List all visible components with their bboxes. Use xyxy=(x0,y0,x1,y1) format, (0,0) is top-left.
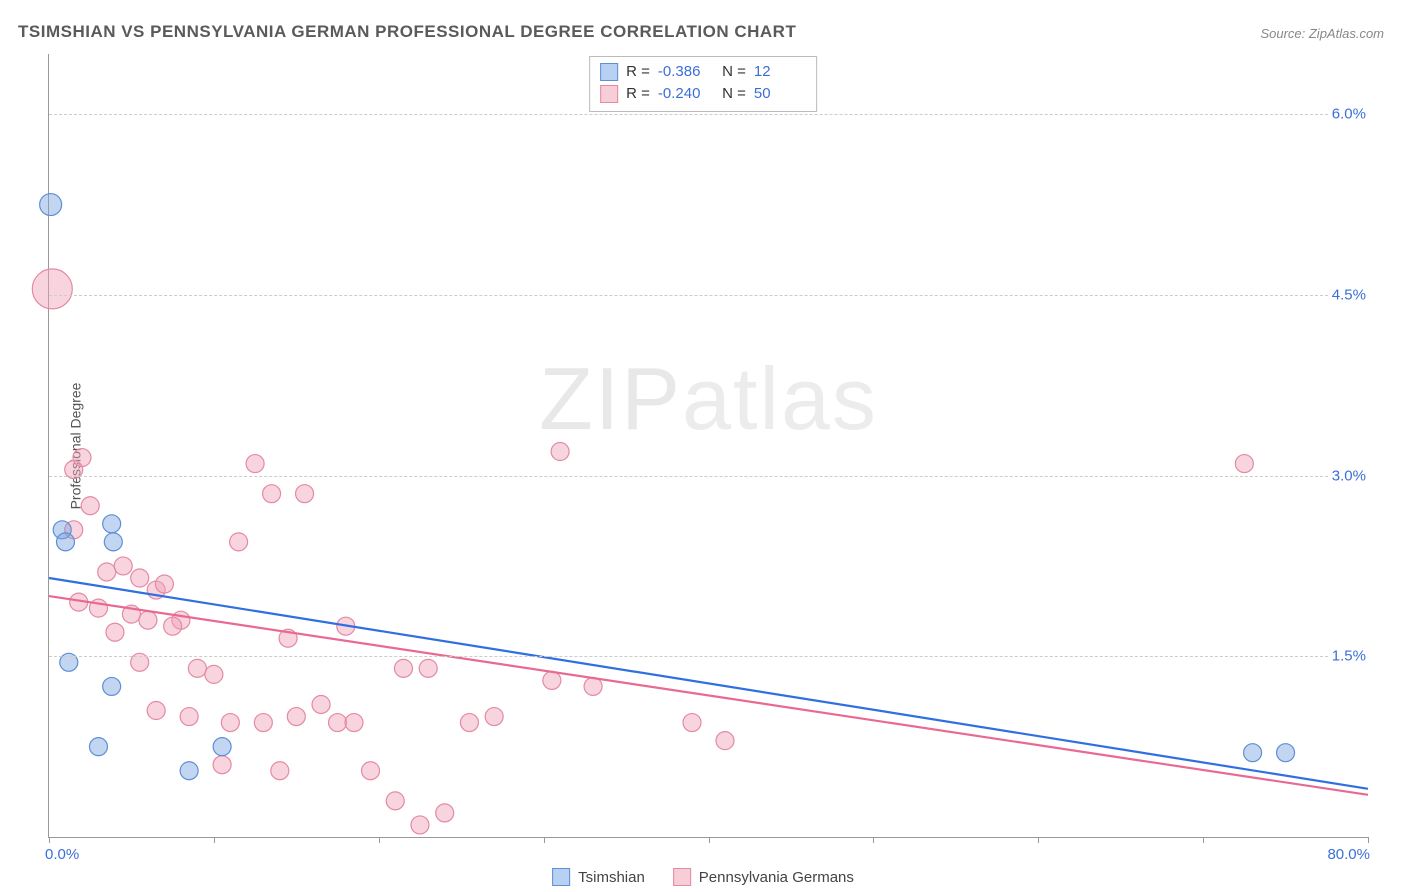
data-point xyxy=(460,714,478,732)
data-point xyxy=(40,194,62,216)
swatch-series-0 xyxy=(600,63,618,81)
stat-r-label-1: R = xyxy=(626,83,650,105)
x-tick xyxy=(1368,837,1369,843)
data-point xyxy=(89,738,107,756)
data-point xyxy=(81,497,99,515)
legend-label-1: Pennsylvania Germans xyxy=(699,869,854,886)
data-point xyxy=(411,816,429,834)
x-tick xyxy=(544,837,545,843)
data-point xyxy=(329,714,347,732)
data-point xyxy=(180,762,198,780)
bottom-legend: Tsimshian Pennsylvania Germans xyxy=(552,868,854,886)
plot-area: ZIPatlas 1.5%3.0%4.5%6.0%0.0%80.0% xyxy=(48,54,1368,838)
x-tick-label: 0.0% xyxy=(45,846,79,863)
data-point xyxy=(131,569,149,587)
data-point xyxy=(287,708,305,726)
data-point xyxy=(32,269,72,309)
data-point xyxy=(213,756,231,774)
data-point xyxy=(394,659,412,677)
x-tick xyxy=(49,837,50,843)
data-point xyxy=(56,533,74,551)
trend-line xyxy=(49,578,1368,789)
data-point xyxy=(419,659,437,677)
stats-row-0: R = -0.386 N = 12 xyxy=(600,61,806,83)
data-point xyxy=(114,557,132,575)
legend-swatch-1 xyxy=(673,868,691,886)
data-point xyxy=(180,708,198,726)
data-point xyxy=(436,804,454,822)
stat-r-value-1: -0.240 xyxy=(658,83,710,105)
data-point xyxy=(213,738,231,756)
stat-n-value-0: 12 xyxy=(754,61,806,83)
gridline-h xyxy=(49,656,1368,657)
data-point xyxy=(147,702,165,720)
legend-item-1: Pennsylvania Germans xyxy=(673,868,854,886)
stat-n-label-1: N = xyxy=(718,83,746,105)
y-tick-label: 4.5% xyxy=(1328,286,1370,303)
data-point xyxy=(221,714,239,732)
stat-r-value-0: -0.386 xyxy=(658,61,710,83)
data-point xyxy=(551,443,569,461)
data-point xyxy=(103,677,121,695)
chart-title: TSIMSHIAN VS PENNSYLVANIA GERMAN PROFESS… xyxy=(18,22,796,42)
data-point xyxy=(139,611,157,629)
y-tick-label: 1.5% xyxy=(1328,648,1370,665)
stats-legend-box: R = -0.386 N = 12 R = -0.240 N = 50 xyxy=(589,56,817,112)
data-point xyxy=(73,449,91,467)
x-tick xyxy=(873,837,874,843)
data-point xyxy=(263,485,281,503)
x-tick xyxy=(214,837,215,843)
data-point xyxy=(155,575,173,593)
data-point xyxy=(104,533,122,551)
swatch-series-1 xyxy=(600,85,618,103)
data-point xyxy=(106,623,124,641)
chart-svg xyxy=(49,54,1368,837)
legend-item-0: Tsimshian xyxy=(552,868,645,886)
data-point xyxy=(103,515,121,533)
data-point xyxy=(254,714,272,732)
trend-line xyxy=(49,596,1368,795)
data-point xyxy=(543,671,561,689)
data-point xyxy=(271,762,289,780)
data-point xyxy=(485,708,503,726)
data-point xyxy=(230,533,248,551)
stat-n-value-1: 50 xyxy=(754,83,806,105)
gridline-h xyxy=(49,295,1368,296)
data-point xyxy=(1244,744,1262,762)
data-point xyxy=(386,792,404,810)
x-tick xyxy=(709,837,710,843)
data-point xyxy=(246,455,264,473)
data-point xyxy=(188,659,206,677)
gridline-h xyxy=(49,476,1368,477)
data-point xyxy=(205,665,223,683)
y-tick-label: 3.0% xyxy=(1328,467,1370,484)
data-point xyxy=(1277,744,1295,762)
legend-swatch-0 xyxy=(552,868,570,886)
data-point xyxy=(345,714,363,732)
x-tick xyxy=(1038,837,1039,843)
legend-label-0: Tsimshian xyxy=(578,869,645,886)
data-point xyxy=(362,762,380,780)
data-point xyxy=(683,714,701,732)
data-point xyxy=(296,485,314,503)
data-point xyxy=(164,617,182,635)
x-tick xyxy=(379,837,380,843)
data-point xyxy=(312,695,330,713)
stats-row-1: R = -0.240 N = 50 xyxy=(600,83,806,105)
data-point xyxy=(98,563,116,581)
gridline-h xyxy=(49,114,1368,115)
stat-r-label-0: R = xyxy=(626,61,650,83)
data-point xyxy=(716,732,734,750)
x-tick xyxy=(1203,837,1204,843)
y-tick-label: 6.0% xyxy=(1328,106,1370,123)
data-point xyxy=(1235,455,1253,473)
source-attribution: Source: ZipAtlas.com xyxy=(1260,26,1384,41)
x-tick-label: 80.0% xyxy=(1327,846,1370,863)
stat-n-label-0: N = xyxy=(718,61,746,83)
